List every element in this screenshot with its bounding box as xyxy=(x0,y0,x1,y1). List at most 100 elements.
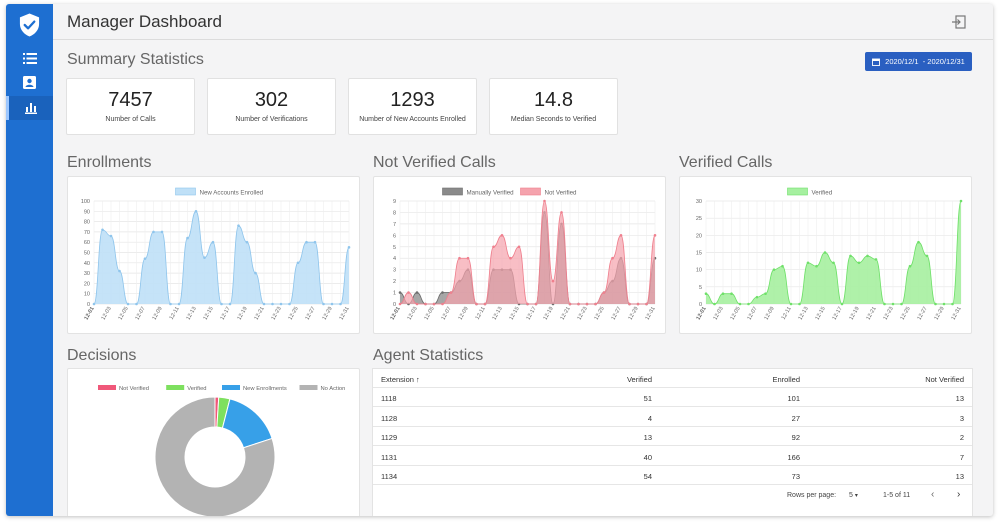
table-row: 1118 51 101 13 xyxy=(373,388,972,407)
sidebar-item-contacts[interactable] xyxy=(6,70,53,94)
col-extension-header[interactable]: Extension ↑ xyxy=(381,375,420,384)
contact-card-icon xyxy=(23,75,36,89)
x-tick-label: 12-15 xyxy=(202,306,214,321)
y-tick-label: 80 xyxy=(84,220,90,226)
table-cell: 1129 xyxy=(381,433,398,442)
data-point xyxy=(126,302,130,306)
logout-icon[interactable] xyxy=(951,14,967,30)
x-tick-label: 12-25 xyxy=(899,306,911,321)
data-point xyxy=(789,302,793,306)
legend-label: Not Verified xyxy=(119,386,149,392)
x-tick-label: 12-17 xyxy=(219,306,231,321)
verified-calls-chart-panel: Verified 0 5 10 15 20 25 30 12-01 12-03 12-05 12-07… xyxy=(679,176,972,334)
x-tick-label: 12-29 xyxy=(627,306,639,321)
x-tick-label: 12-09 xyxy=(457,306,469,321)
data-point xyxy=(636,302,640,306)
stat-label: Number of Verifications xyxy=(235,116,308,123)
x-tick-label: 12-13 xyxy=(185,306,197,321)
legend-swatch xyxy=(299,385,318,390)
x-tick-label: 12-27 xyxy=(304,306,316,321)
data-point xyxy=(917,240,920,244)
y-tick-label: 60 xyxy=(84,240,90,246)
data-point xyxy=(339,302,342,306)
data-point xyxy=(866,254,869,258)
data-point xyxy=(398,302,402,306)
legend-swatch xyxy=(520,187,541,196)
x-tick-label: 12-23 xyxy=(882,306,894,321)
table-cell: 73 xyxy=(791,472,800,481)
table-cell: 1134 xyxy=(381,472,398,481)
sidebar-item-list[interactable] xyxy=(6,46,53,70)
data-point xyxy=(279,302,283,306)
table-cell: 1118 xyxy=(381,394,397,403)
pagination-range: 1-5 of 11 xyxy=(883,492,911,499)
data-point xyxy=(415,291,419,294)
date-range-button[interactable]: 2020/12/1 - 2020/12/31 xyxy=(865,52,972,71)
x-tick-label: 12-15 xyxy=(508,306,520,321)
col-not-verified-header[interactable]: Not Verified xyxy=(925,375,964,384)
data-point xyxy=(135,302,138,306)
data-point xyxy=(228,302,232,306)
x-tick-label: 12-21 xyxy=(253,306,265,321)
data-point xyxy=(109,234,113,238)
app-window: Manager Dashboard Summary Statistics 202… xyxy=(6,4,993,516)
x-tick-label: 12-23 xyxy=(270,306,282,321)
rows-per-page-select[interactable]: 5 ▾ xyxy=(849,492,858,499)
y-tick-label: 3 xyxy=(393,268,396,274)
data-point xyxy=(101,228,104,232)
data-point xyxy=(296,261,300,265)
prev-page-icon[interactable]: ‹ xyxy=(931,489,935,500)
legend-swatch xyxy=(442,187,463,196)
data-point xyxy=(585,302,589,306)
legend-label: New Enrollments xyxy=(243,386,287,392)
enrollments-title: Enrollments xyxy=(67,154,152,171)
legend-swatch xyxy=(787,187,808,196)
x-tick-label: 12-09 xyxy=(151,306,163,321)
data-point xyxy=(211,240,215,244)
legend-swatch xyxy=(98,385,116,390)
data-point xyxy=(313,240,317,244)
table-row: 1131 40 166 7 xyxy=(373,447,972,466)
data-point xyxy=(186,236,189,240)
y-tick-label: 90 xyxy=(84,209,90,215)
data-point xyxy=(245,240,249,244)
data-point xyxy=(611,256,614,260)
chevron-down-icon: ▾ xyxy=(854,493,858,499)
data-point xyxy=(432,302,436,306)
sidebar-item-dashboard[interactable] xyxy=(6,96,53,120)
agent-stats-title: Agent Statistics xyxy=(373,347,484,364)
y-tick-label: 7 xyxy=(393,222,396,228)
data-point xyxy=(823,251,827,254)
table-cell: 51 xyxy=(643,394,652,403)
data-point xyxy=(653,234,657,237)
data-point xyxy=(262,302,266,306)
data-point xyxy=(738,302,742,306)
legend-label: Not Verified xyxy=(545,190,578,197)
col-enrolled-header[interactable]: Enrolled xyxy=(772,375,800,384)
x-tick-label: 12-23 xyxy=(576,306,588,321)
stat-card-calls: 7457 Number of Calls xyxy=(66,78,195,135)
data-point xyxy=(500,234,504,237)
col-verified-header[interactable]: Verified xyxy=(626,375,652,384)
x-tick-label: 12-27 xyxy=(916,306,928,321)
x-tick-label: 12-15 xyxy=(814,306,826,321)
stat-value: 14.8 xyxy=(534,89,573,111)
next-page-icon[interactable]: › xyxy=(957,489,961,500)
data-point xyxy=(755,295,759,299)
data-point xyxy=(721,292,725,295)
data-point xyxy=(441,291,444,294)
data-point xyxy=(458,256,461,260)
data-point xyxy=(857,261,861,265)
pie-slice xyxy=(154,396,276,516)
data-point xyxy=(254,271,257,275)
data-point xyxy=(407,291,410,294)
x-tick-label: 12-01 xyxy=(389,306,401,321)
sidebar xyxy=(6,4,53,516)
table-cell: 2 xyxy=(959,433,964,442)
series-area xyxy=(400,201,655,304)
data-point xyxy=(160,230,164,234)
data-point xyxy=(492,245,495,249)
x-tick-label: 12-03 xyxy=(406,306,418,321)
y-tick-label: 0 xyxy=(699,302,702,308)
y-tick-label: 20 xyxy=(84,281,90,287)
